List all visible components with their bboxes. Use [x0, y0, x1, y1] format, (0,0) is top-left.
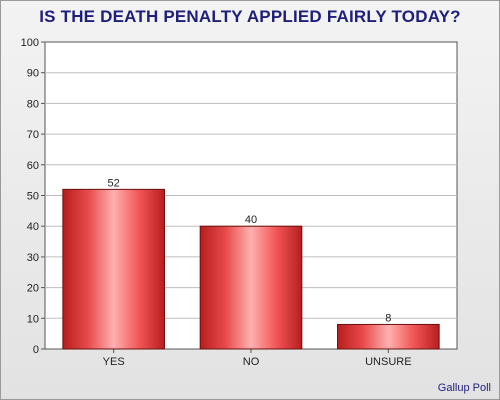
bar-unsure: [337, 323, 440, 350]
bar-yes: [62, 188, 165, 350]
bar-no: [199, 225, 303, 350]
y-tick-label: 50: [27, 191, 39, 203]
y-tick-label: 30: [27, 252, 39, 264]
x-tick-label: YES: [103, 356, 125, 368]
labels: 0 10 20 30 40 50 60 70 80 90 100 52 YES 40 NO 8 UNSURE: [21, 37, 412, 368]
data-label: 40: [245, 214, 257, 226]
y-tick-label: 100: [21, 37, 39, 49]
y-tick-label: 20: [27, 283, 39, 295]
y-tick-label: 70: [27, 129, 39, 141]
y-tick-label: 0: [33, 344, 39, 356]
data-label: 52: [108, 177, 120, 189]
y-tick-label: 80: [27, 98, 39, 110]
y-tick-label: 10: [27, 313, 39, 325]
y-tick-label: 90: [27, 68, 39, 80]
source-label: Gallup Poll: [437, 382, 491, 394]
y-tick-label: 40: [27, 221, 39, 233]
x-tick-label: UNSURE: [365, 356, 411, 368]
chart-title: IS THE DEATH PENALTY APPLIED FAIRLY TODA…: [39, 7, 461, 26]
x-tick-label: NO: [243, 356, 260, 368]
y-tick-label: 60: [27, 160, 39, 172]
bars: [62, 188, 440, 350]
data-label: 8: [385, 312, 391, 324]
